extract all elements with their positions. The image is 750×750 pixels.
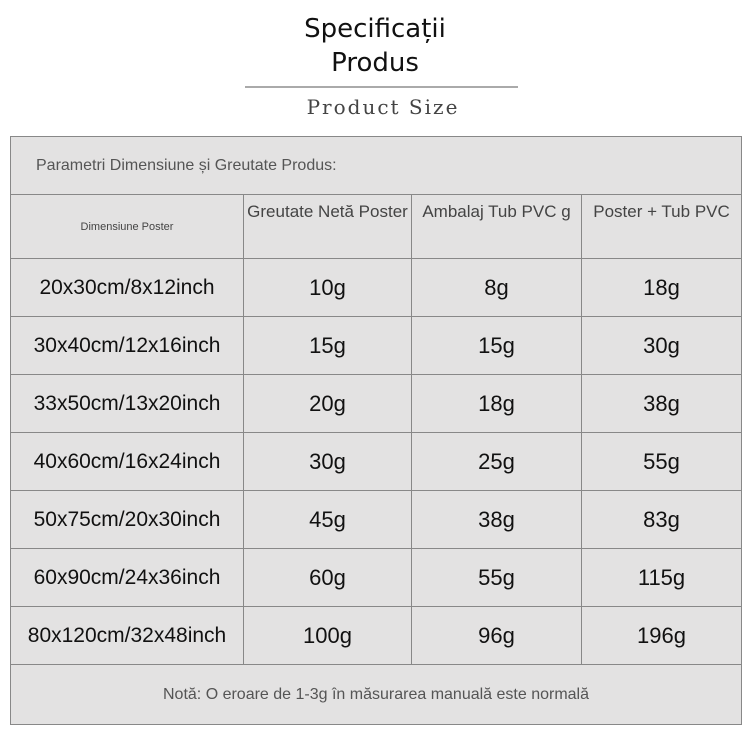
header-cell: Ambalaj Tub PVC g	[411, 194, 582, 259]
table-cell: 50x75cm/20x30inch	[10, 490, 244, 549]
table-cell: 33x50cm/13x20inch	[10, 374, 244, 433]
table-cell: 18g	[580, 258, 743, 317]
spec-table: Parametri Dimensiune și Greutate Produs:…	[9, 136, 743, 725]
table-cell: 80x120cm/32x48inch	[10, 606, 244, 665]
table-cell: 38g	[411, 490, 582, 549]
table-cell: 196g	[580, 606, 743, 665]
table-cell: 15g	[411, 316, 582, 375]
title-line-1: Specificații	[304, 14, 446, 44]
table-cell: 60g	[243, 548, 412, 607]
table-cell: 55g	[580, 432, 743, 491]
header-cell: Dimensiune Poster	[10, 194, 244, 259]
table-cell: 20x30cm/8x12inch	[10, 258, 244, 317]
page-title: Specificații Produs	[0, 12, 750, 80]
table-cell: 30g	[580, 316, 743, 375]
table-row: 33x50cm/13x20inch 20g 18g 38g	[10, 374, 743, 433]
header-cell: Poster + Tub PVC	[580, 194, 743, 259]
table-note: Notă: O eroare de 1-3g în măsurarea manu…	[9, 664, 743, 725]
table-cell: 8g	[411, 258, 582, 317]
table-row: 30x40cm/12x16inch 15g 15g 30g	[10, 316, 743, 375]
subtitle: Product Size	[306, 95, 460, 119]
table-cell: 38g	[580, 374, 743, 433]
table-cell: 10g	[243, 258, 412, 317]
title-line-2: Produs	[331, 48, 419, 78]
divider	[245, 86, 518, 88]
table-cell: 45g	[243, 490, 412, 549]
table-cell: 100g	[243, 606, 412, 665]
table-row: 80x120cm/32x48inch 100g 96g 196g	[10, 606, 743, 665]
table-row: 60x90cm/24x36inch 60g 55g 115g	[10, 548, 743, 607]
table-row: 20x30cm/8x12inch 10g 8g 18g	[10, 258, 743, 317]
table-cell: 30x40cm/12x16inch	[10, 316, 244, 375]
table-cell: 15g	[243, 316, 412, 375]
table-cell: 20g	[243, 374, 412, 433]
table-cell: 55g	[411, 548, 582, 607]
table-cell: 115g	[580, 548, 743, 607]
note-row: Notă: O eroare de 1-3g în măsurarea manu…	[9, 664, 743, 725]
table-caption: Parametri Dimensiune și Greutate Produs:	[9, 136, 743, 195]
table-cell: 25g	[411, 432, 582, 491]
table-cell: 60x90cm/24x36inch	[10, 548, 244, 607]
table-row: 40x60cm/16x24inch 30g 25g 55g	[10, 432, 743, 491]
table-row: 50x75cm/20x30inch 45g 38g 83g	[10, 490, 743, 549]
caption-row: Parametri Dimensiune și Greutate Produs:	[9, 136, 743, 195]
header-row: Dimensiune Poster Greutate Netă Poster A…	[10, 194, 743, 259]
table-cell: 96g	[411, 606, 582, 665]
header-cell: Greutate Netă Poster	[243, 194, 412, 259]
table-cell: 83g	[580, 490, 743, 549]
table-cell: 30g	[243, 432, 412, 491]
table-cell: 40x60cm/16x24inch	[10, 432, 244, 491]
table-cell: 18g	[411, 374, 582, 433]
